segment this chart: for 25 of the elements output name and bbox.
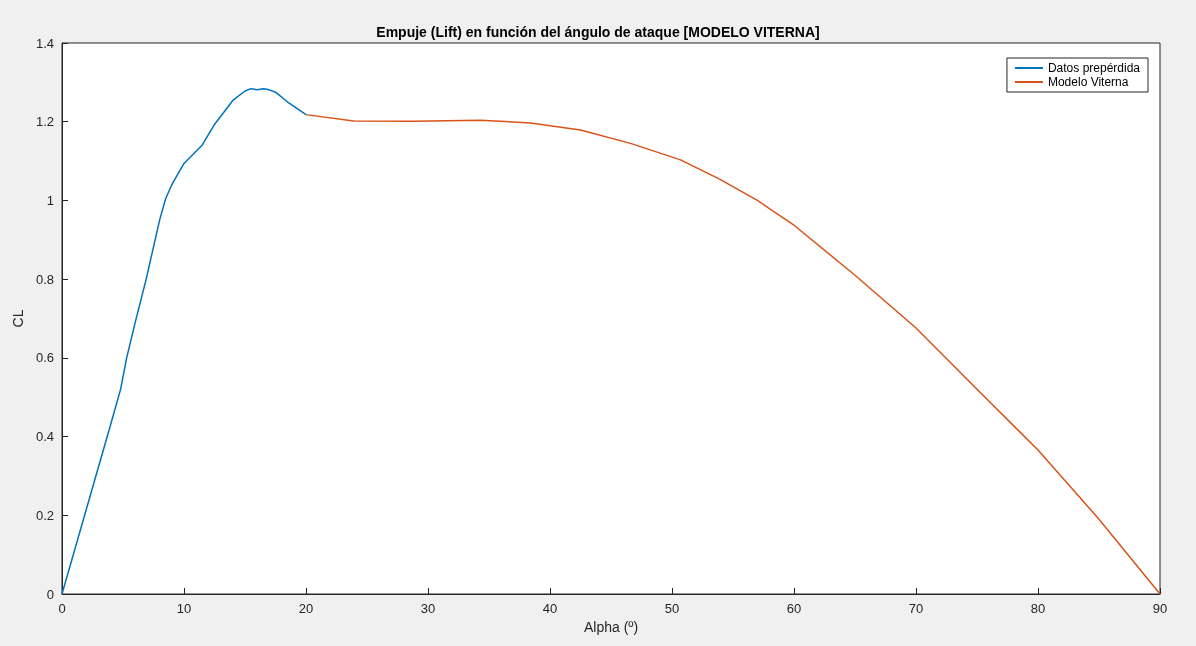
y-tick-label: 1: [46, 192, 54, 208]
x-tick-label: 80: [1030, 601, 1046, 616]
y-axis-title: CL: [10, 309, 27, 328]
y-tick-label: 0: [46, 586, 54, 602]
chart-title: Empuje (Lift) en función del ángulo de ataque [MODELO VITERNA]: [376, 24, 820, 40]
x-tick-label: 0: [58, 601, 66, 616]
x-axis-title: Alpha (º): [583, 619, 639, 635]
y-tick-label: 1.2: [35, 114, 54, 130]
line-series: [61, 87, 307, 595]
legend-label: Modelo Viterna: [1047, 75, 1129, 89]
x-tick-label: 50: [664, 601, 680, 616]
x-tick-label: 10: [176, 601, 192, 616]
y-tick-label: 0.4: [35, 429, 54, 445]
x-tick-label: 20: [298, 601, 314, 616]
x-tick-label: 90: [1152, 601, 1168, 616]
x-tick-label: 70: [908, 601, 924, 616]
x-tick-label: 60: [786, 601, 802, 616]
x-tick-label: 30: [420, 601, 436, 616]
y-tick-label: 1.4: [35, 35, 54, 51]
y-tick-label: 0.6: [35, 350, 54, 366]
x-tick-label: 40: [542, 601, 558, 616]
line-series: [305, 113, 1161, 595]
legend-label: Datos prepérdida: [1047, 61, 1141, 75]
y-tick-label: 0.8: [35, 271, 54, 287]
y-tick-label: 0.2: [35, 507, 54, 523]
